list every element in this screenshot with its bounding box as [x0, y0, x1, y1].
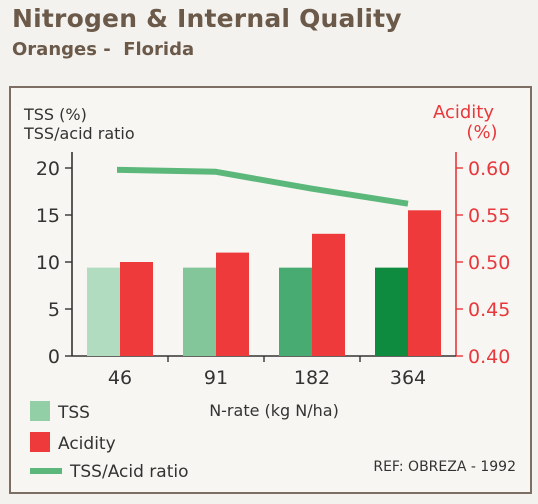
left-tick-label: 5: [48, 299, 60, 321]
legend-swatch-acidity: [30, 432, 50, 452]
left-tick-label: 20: [36, 158, 60, 180]
x-tick-label-182: 182: [294, 367, 330, 389]
page-title: Nitrogen & Internal Quality: [12, 4, 402, 33]
bar-acidity-182: [312, 233, 345, 356]
right-axis-title-line-2: (%): [466, 122, 497, 143]
legend-label-tss: TSS: [57, 403, 90, 423]
bar-acidity-46: [120, 262, 153, 356]
legend-swatch-tss: [30, 401, 50, 421]
legend-label-ratio: TSS/Acid ratio: [69, 462, 189, 482]
bar-tss-182: [279, 267, 312, 356]
bar-tss-46: [87, 267, 120, 356]
x-tick-label-46: 46: [108, 367, 132, 389]
x-axis-title: N-rate (kg N/ha): [209, 401, 339, 420]
left-axis-title-line-2: TSS/acid ratio: [23, 124, 135, 143]
left-tick-label: 0: [48, 346, 60, 368]
right-tick-label: 0.55: [468, 205, 510, 227]
bar-acidity-91: [216, 252, 249, 356]
right-tick-label: 0.50: [468, 252, 510, 274]
left-axis-title-line-1: TSS (%): [23, 105, 87, 124]
legend-label-acidity: Acidity: [58, 434, 116, 454]
right-tick-label: 0.45: [468, 299, 510, 321]
line-tss-acid-ratio: [117, 166, 409, 207]
x-tick-label-364: 364: [390, 367, 426, 389]
bar-tss-364: [375, 267, 408, 356]
legend: TSS Acidity TSS/Acid ratio: [30, 401, 189, 482]
x-tick-label-91: 91: [204, 367, 228, 389]
left-tick-label: 15: [36, 205, 60, 227]
plot-area: 0 5 10 15 20 0.40 0.45 0.50 0.55 0.60 46 91 182 364: [36, 152, 510, 389]
reference-note: REF: OBREZA - 1992: [373, 459, 516, 475]
right-tick-label: 0.40: [468, 346, 510, 368]
bar-acidity-364: [408, 210, 441, 356]
page-subtitle: Oranges - Florida: [12, 39, 195, 60]
right-axis-title-line-1: Acidity: [433, 102, 494, 123]
left-tick-label: 10: [36, 252, 60, 274]
right-tick-label: 0.60: [468, 158, 510, 180]
bar-tss-91: [183, 267, 216, 356]
